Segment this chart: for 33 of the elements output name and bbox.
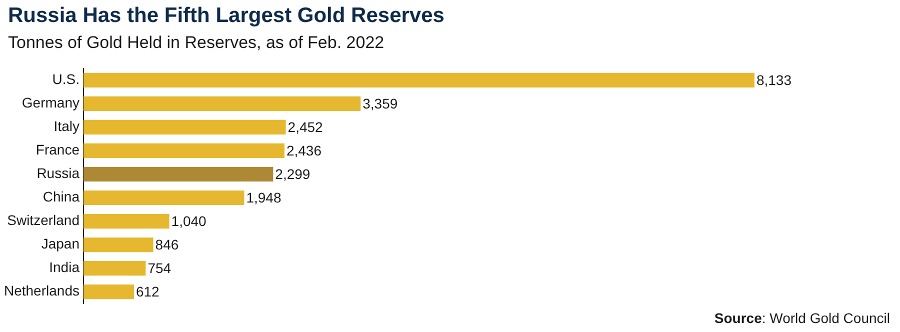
y-tick-label: Netherlands <box>4 282 80 299</box>
data-label: 612 <box>136 284 160 300</box>
data-label: 846 <box>155 236 179 253</box>
bar <box>83 96 361 111</box>
bar <box>83 72 754 88</box>
bar <box>83 261 146 276</box>
data-label: 2,299 <box>275 166 310 182</box>
data-label: 8,133 <box>756 72 792 88</box>
bar <box>83 190 244 206</box>
y-tick-label: Germany <box>22 94 80 111</box>
bar <box>83 143 284 158</box>
y-tick-label: Japan <box>41 236 80 252</box>
y-tick-label: India <box>49 259 80 276</box>
data-label: 3,359 <box>362 96 398 112</box>
chart-title: Russia Has the Fifth Largest Gold Reserves <box>8 4 444 28</box>
bar <box>83 284 134 300</box>
data-label: 1,040 <box>171 213 207 230</box>
data-label: 2,436 <box>286 142 322 159</box>
bar <box>83 166 274 182</box>
y-tick-label: France <box>36 142 80 158</box>
y-tick-label: U.S. <box>52 71 80 88</box>
y-tick-label: Russia <box>36 165 80 182</box>
data-label: 754 <box>148 260 172 276</box>
y-tick-label: Switzerland <box>7 212 80 228</box>
bar <box>83 238 154 252</box>
data-label: 2,452 <box>288 119 324 136</box>
source-note: Source: World Gold Council <box>714 310 890 326</box>
chart-subtitle: Tonnes of Gold Held in Reserves, as of Feb. 2022 <box>8 33 384 53</box>
data-label: 1,948 <box>246 190 282 206</box>
y-tick-label: China <box>42 188 80 205</box>
bar <box>83 120 286 134</box>
bar <box>83 214 170 229</box>
y-tick-label: Italy <box>54 118 80 134</box>
